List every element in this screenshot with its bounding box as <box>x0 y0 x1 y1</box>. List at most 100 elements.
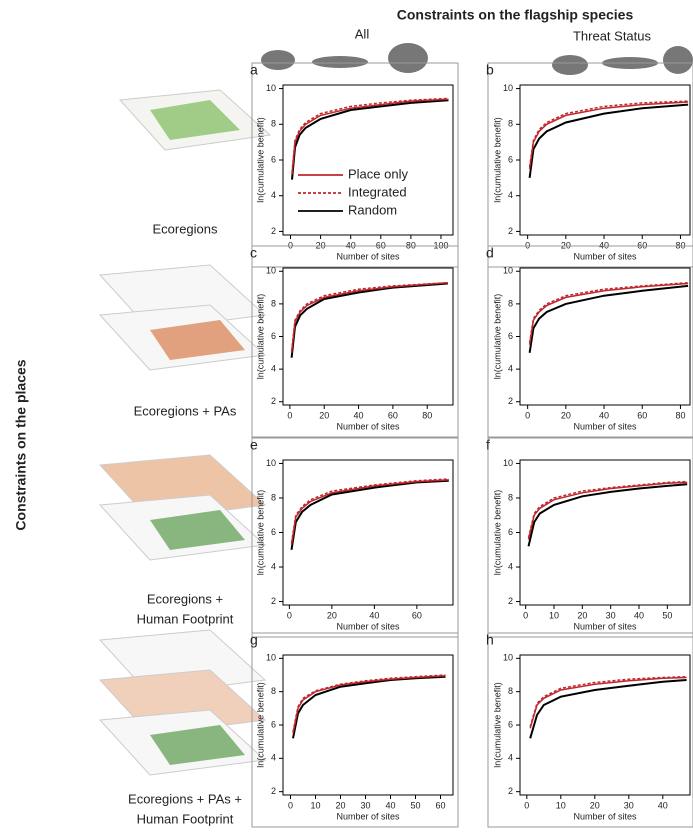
x-tick-label: 50 <box>662 610 672 620</box>
y-tick-label: 2 <box>508 786 513 796</box>
x-tick-label: 40 <box>385 800 395 810</box>
map-layer <box>150 100 240 140</box>
x-tick-label: 20 <box>319 410 329 420</box>
x-tick-label: 20 <box>316 240 326 250</box>
series-line <box>290 479 449 545</box>
x-tick-label: 20 <box>327 610 337 620</box>
series-line <box>527 481 688 540</box>
x-tick-label: 40 <box>599 410 609 420</box>
y-tick-label: 2 <box>271 786 276 796</box>
series-line <box>292 675 446 734</box>
x-tick-label: 0 <box>525 410 530 420</box>
column-label: Threat Status <box>573 28 652 43</box>
x-tick-label: 0 <box>523 610 528 620</box>
x-tick-label: 0 <box>288 800 293 810</box>
row-label: Ecoregions + PAs + <box>128 791 242 806</box>
y-axis-label: ln(cumulative benefit) <box>492 682 502 768</box>
panel-letter: h <box>486 632 494 648</box>
x-tick-label: 40 <box>599 240 609 250</box>
y-tick-label: 10 <box>503 458 513 468</box>
x-tick-label: 40 <box>658 800 668 810</box>
y-tick-label: 8 <box>508 492 513 502</box>
panel-letter: c <box>250 245 257 261</box>
series-line <box>529 679 687 739</box>
y-tick-label: 4 <box>271 561 276 571</box>
x-axis-label: Number of sites <box>573 811 637 821</box>
y-tick-label: 2 <box>508 596 513 606</box>
panel-letter: a <box>250 62 258 78</box>
panel-letter: b <box>486 62 494 78</box>
y-axis-label: ln(cumulative benefit) <box>492 294 502 380</box>
y-tick-label: 8 <box>271 492 276 502</box>
y-tick-label: 10 <box>266 653 276 663</box>
series-line <box>528 101 689 170</box>
series-line <box>527 483 688 547</box>
row-label: Ecoregions <box>152 221 218 236</box>
x-tick-label: 40 <box>369 610 379 620</box>
panel-frame <box>487 632 693 828</box>
series-line <box>529 675 687 727</box>
plot-area <box>282 654 454 796</box>
animal-icon <box>261 50 295 70</box>
map-layer <box>150 725 245 765</box>
x-tick-label: 80 <box>675 240 685 250</box>
series-line <box>290 479 449 550</box>
series-line <box>528 103 689 179</box>
x-tick-label: 60 <box>388 410 398 420</box>
x-tick-label: 10 <box>549 610 559 620</box>
x-tick-label: 20 <box>561 410 571 420</box>
y-tick-label: 2 <box>271 596 276 606</box>
y-tick-label: 6 <box>508 527 513 537</box>
y-tick-label: 4 <box>271 753 276 763</box>
panel-letter: g <box>250 632 258 648</box>
y-tick-label: 6 <box>271 331 276 341</box>
panel-letter: e <box>250 437 258 453</box>
y-tick-label: 2 <box>508 226 513 236</box>
figure-title: Constraints on the flagship species <box>397 7 634 23</box>
panel-frame <box>487 437 693 638</box>
plot-area <box>519 654 691 796</box>
panel-frame <box>251 632 459 828</box>
legend-label: Integrated <box>348 184 407 199</box>
row-label: Human Footprint <box>137 611 234 626</box>
y-tick-label: 10 <box>266 458 276 468</box>
y-tick-label: 8 <box>508 298 513 308</box>
series-line <box>529 676 687 729</box>
row-label: Ecoregions + PAs <box>134 403 237 418</box>
x-tick-label: 0 <box>287 610 292 620</box>
series-line <box>528 284 689 353</box>
series-line <box>527 480 688 538</box>
series-line <box>290 282 448 358</box>
panel-frame <box>487 62 693 268</box>
y-tick-label: 8 <box>508 119 513 129</box>
map-layer <box>150 320 245 360</box>
panel-frame <box>251 245 459 438</box>
x-tick-label: 100 <box>433 240 448 250</box>
x-tick-label: 0 <box>525 240 530 250</box>
x-tick-label: 60 <box>637 240 647 250</box>
y-tick-label: 4 <box>271 190 276 200</box>
row-label: Ecoregions + <box>147 591 223 606</box>
y-tick-label: 4 <box>508 363 513 373</box>
y-axis-label: ln(cumulative benefit) <box>255 117 265 203</box>
x-tick-label: 30 <box>606 610 616 620</box>
x-tick-label: 0 <box>524 800 529 810</box>
x-tick-label: 60 <box>637 410 647 420</box>
x-tick-label: 20 <box>561 240 571 250</box>
panel-letter: d <box>486 245 494 261</box>
x-tick-label: 10 <box>556 800 566 810</box>
x-tick-label: 60 <box>376 240 386 250</box>
x-tick-label: 50 <box>410 800 420 810</box>
series-line <box>291 97 449 173</box>
series-line <box>290 281 448 353</box>
x-tick-label: 0 <box>287 410 292 420</box>
x-tick-label: 20 <box>590 800 600 810</box>
animal-icon <box>663 46 693 74</box>
y-axis-label: ln(cumulative benefit) <box>255 682 265 768</box>
x-tick-label: 0 <box>288 240 293 250</box>
y-tick-label: 4 <box>508 190 513 200</box>
y-axis-label: ln(cumulative benefit) <box>255 294 265 380</box>
x-tick-label: 10 <box>310 800 320 810</box>
y-tick-label: 10 <box>503 83 513 93</box>
